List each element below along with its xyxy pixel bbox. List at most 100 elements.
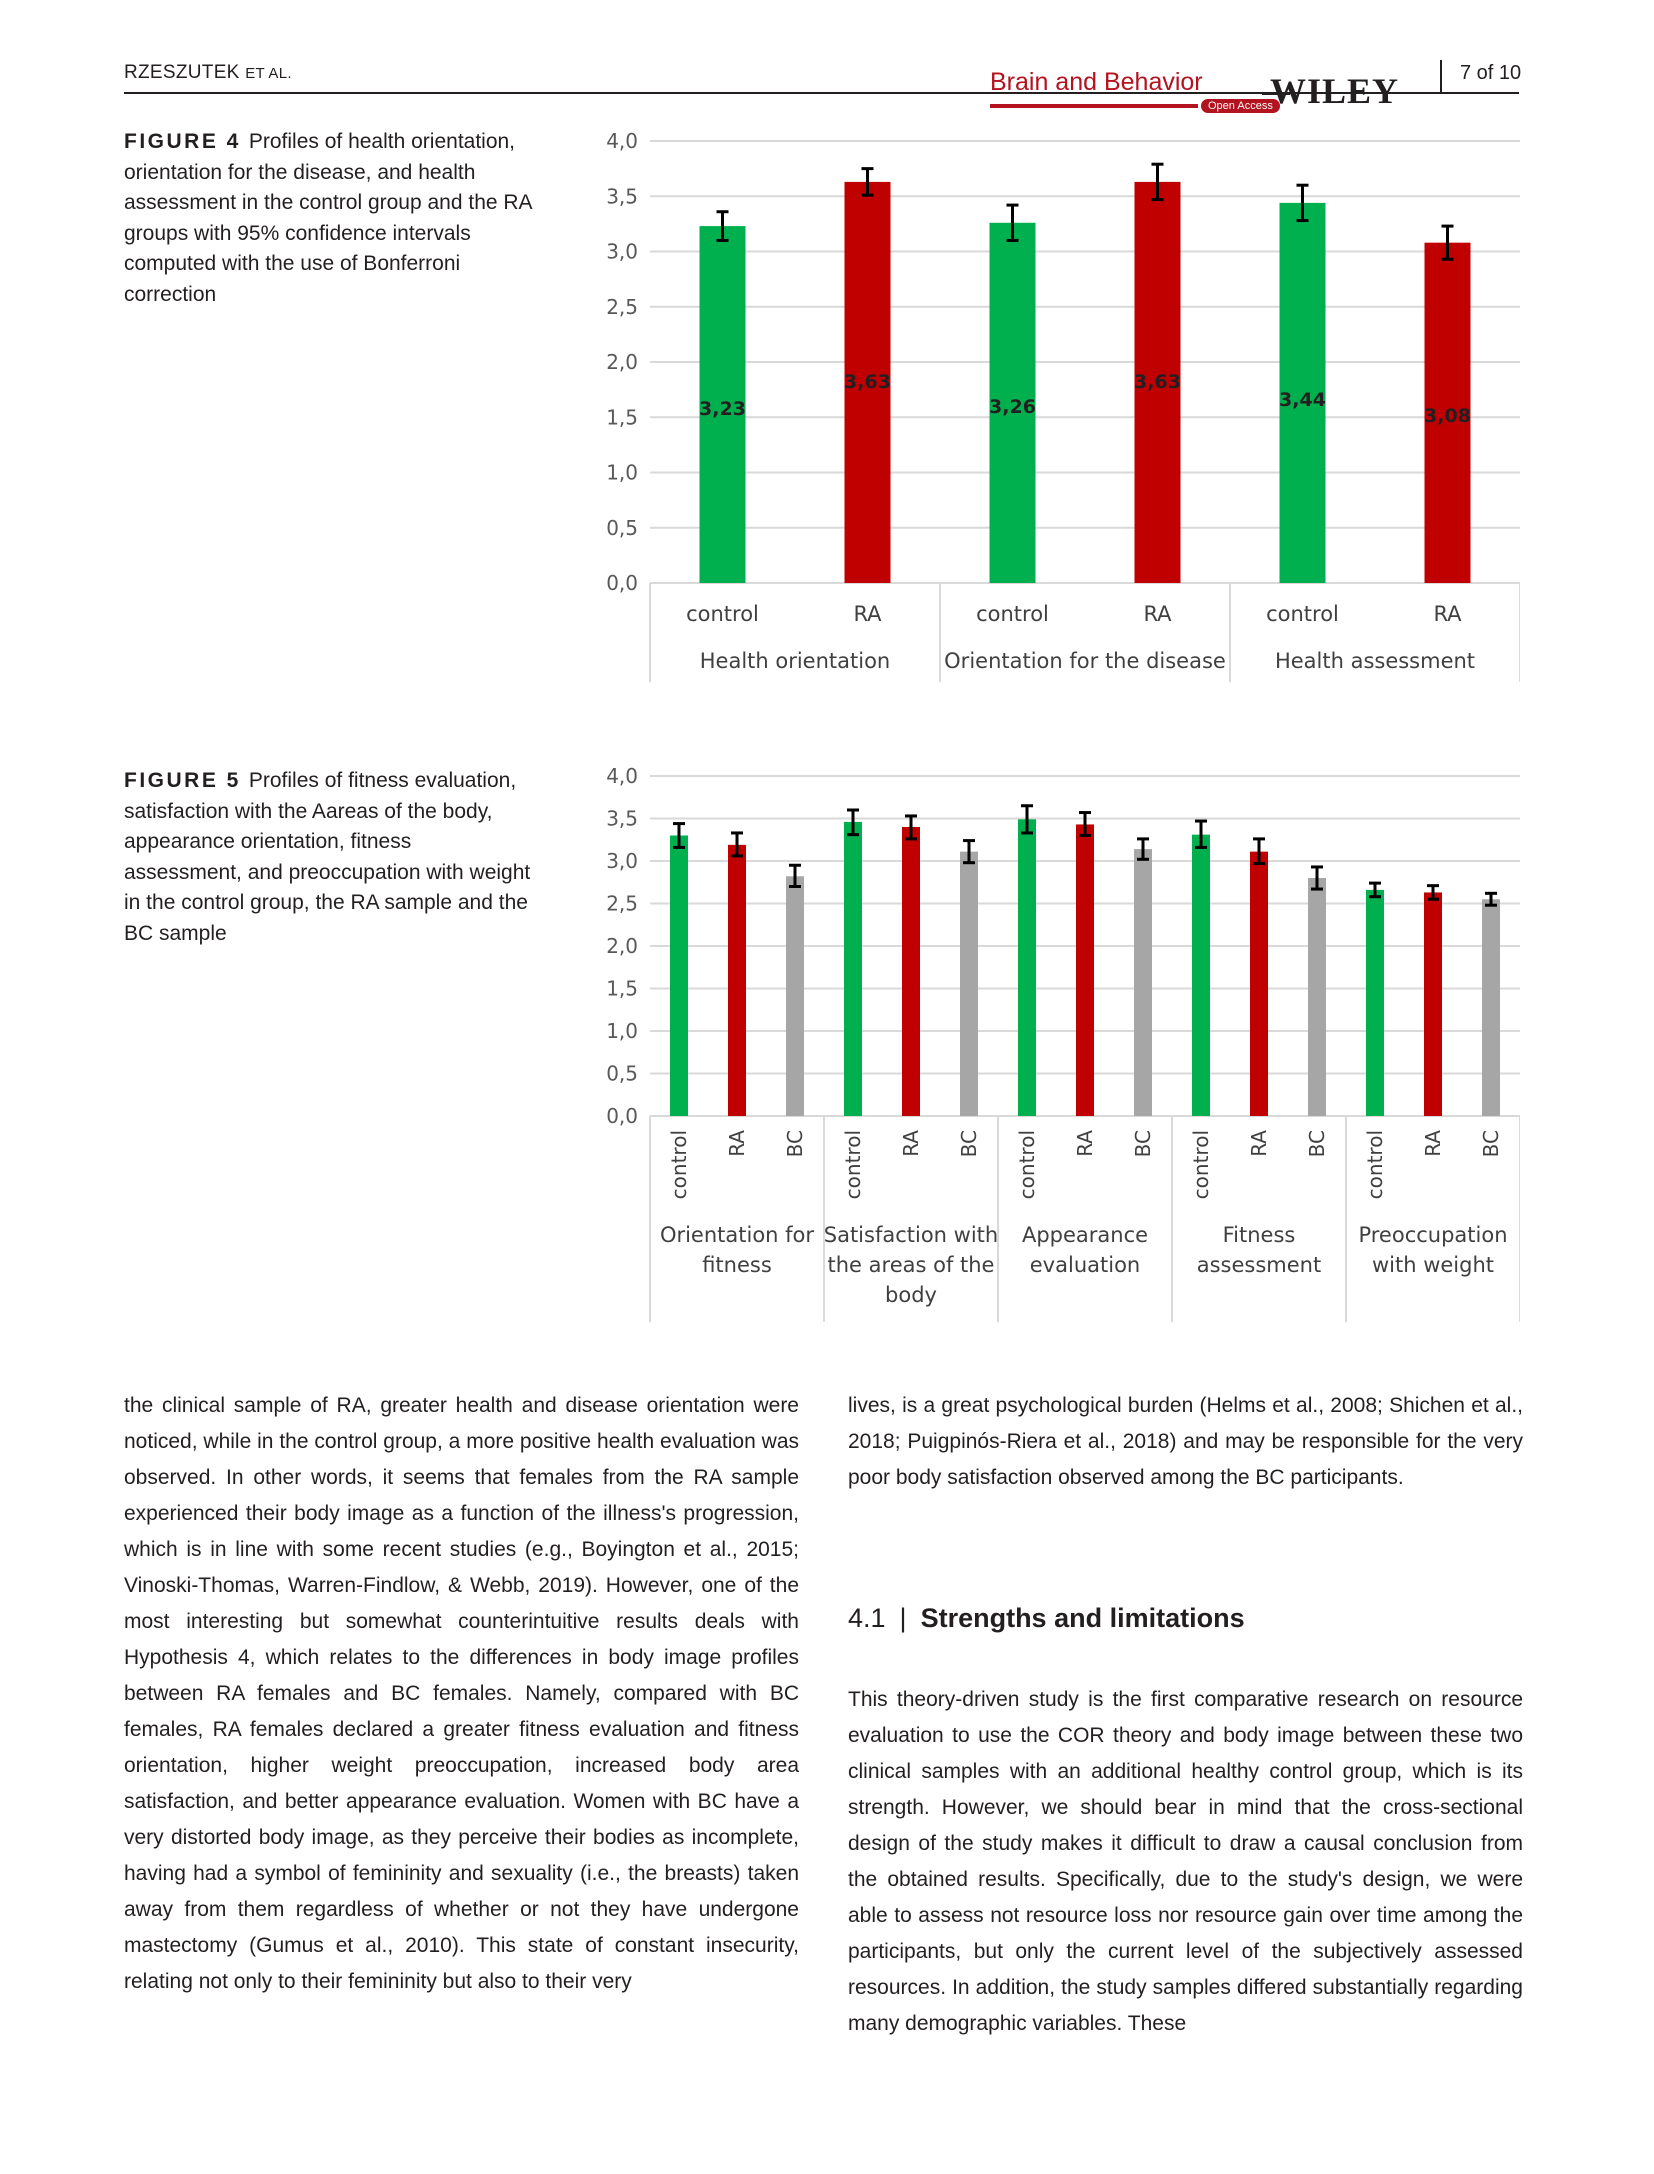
data-label: 3,63	[1134, 371, 1181, 393]
bar-bc	[960, 851, 978, 1116]
bar-ra	[1250, 851, 1268, 1116]
y-tick-label: 0,5	[606, 1062, 638, 1086]
group-label: Health orientation	[700, 649, 891, 673]
bar-ra	[1076, 824, 1094, 1116]
y-tick-label: 0,0	[606, 1104, 638, 1128]
bar-control	[1366, 889, 1384, 1116]
open-access-badge: Open Access	[1201, 99, 1280, 113]
category-label: BC	[957, 1130, 981, 1157]
category-label: BC	[783, 1130, 807, 1157]
figure-5-caption: FIGURE 5 Profiles of fitness evaluation, …	[124, 766, 534, 949]
bar-control	[844, 821, 862, 1116]
data-label: 3,26	[989, 396, 1036, 418]
category-label: control	[1015, 1130, 1039, 1199]
figure-4-chart: 0,0 0,5 1,0 1,5 2,0 2,5 3,0 3,5 4,0 3,23 control 3,…	[606, 129, 1520, 682]
y-tick-label: 1,0	[606, 1019, 638, 1043]
bar-ra	[844, 181, 891, 583]
bar-bc	[1482, 899, 1500, 1116]
y-tick-label: 2,0	[606, 350, 638, 374]
category-label: BC	[1479, 1130, 1503, 1157]
y-tick-label: 1,0	[606, 461, 638, 485]
y-tick-label: 4,0	[606, 129, 638, 153]
category-label: control	[1189, 1130, 1213, 1199]
y-tick-label: 0,5	[606, 516, 638, 540]
category-label: control	[976, 602, 1049, 626]
category-label: RA	[1421, 1130, 1445, 1157]
y-tick-label: 1,5	[606, 405, 638, 429]
category-label: control	[1266, 602, 1339, 626]
y-tick-label: 3,5	[606, 184, 638, 208]
y-tick-label: 0,0	[606, 571, 638, 595]
body-column-left: the clinical sample of RA, greater healt…	[124, 1388, 799, 2000]
page-number-divider	[1440, 60, 1442, 94]
data-label: 3,63	[844, 371, 891, 393]
category-label: RA	[1247, 1130, 1271, 1157]
y-tick-label: 2,5	[606, 295, 638, 319]
category-label: RA	[899, 1130, 923, 1157]
category-label: RA	[1433, 602, 1462, 626]
bar-control	[699, 226, 746, 583]
bar-control	[1018, 819, 1036, 1116]
group-label: Satisfaction with	[824, 1223, 998, 1247]
bar-ra	[1134, 181, 1181, 583]
figure-4-caption: FIGURE 4 Profiles of health orientation, …	[124, 127, 534, 310]
bar-ra	[728, 844, 746, 1116]
group-label: body	[885, 1283, 937, 1307]
group-label: evaluation	[1030, 1253, 1140, 1277]
y-tick-label: 2,0	[606, 934, 638, 958]
y-tick-label: 3,5	[606, 807, 638, 831]
y-tick-label: 3,0	[606, 240, 638, 264]
group-label: Preoccupation	[1358, 1223, 1507, 1247]
body-paragraph: the clinical sample of RA, greater healt…	[124, 1394, 799, 1993]
publisher-logo: WILEY	[1270, 71, 1400, 111]
category-label: control	[1363, 1130, 1387, 1199]
page-number: 7 of 10	[1460, 62, 1522, 84]
y-tick-label: 2,5	[606, 892, 638, 916]
figure-5-caption-text: Profiles of fitness evaluation, satisfac…	[124, 769, 531, 945]
bar-ra	[1424, 892, 1442, 1116]
category-label: control	[841, 1130, 865, 1199]
figure-4-label: FIGURE 4	[124, 130, 241, 153]
group-label: Health assessment	[1275, 649, 1475, 673]
bar-control	[670, 835, 688, 1116]
header-rule	[124, 92, 1519, 94]
category-label: RA	[853, 602, 882, 626]
group-label: with weight	[1372, 1253, 1494, 1277]
bar-bc	[786, 876, 804, 1116]
y-tick-label: 1,5	[606, 977, 638, 1001]
data-label: 3,08	[1424, 405, 1471, 427]
bar-control	[1192, 834, 1210, 1116]
category-label: BC	[1131, 1130, 1155, 1157]
body-column-right-bottom: This theory-driven study is the first co…	[848, 1682, 1523, 2042]
category-label: control	[686, 602, 759, 626]
section-heading: 4.1 | Strengths and limitations	[848, 1603, 1245, 1634]
bar-ra	[1424, 242, 1471, 583]
category-label: RA	[1073, 1130, 1097, 1157]
publisher-dash	[1262, 92, 1290, 95]
figure-4-caption-text: Profiles of health orientation, orientat…	[124, 130, 532, 306]
data-label: 3,44	[1279, 389, 1326, 411]
bar-ra	[902, 827, 920, 1116]
bar-control	[989, 222, 1036, 583]
group-label: fitness	[702, 1253, 772, 1277]
group-label: Appearance	[1022, 1223, 1148, 1247]
category-label: RA	[725, 1130, 749, 1157]
group-label: the areas of the	[828, 1253, 995, 1277]
group-label: assessment	[1197, 1253, 1321, 1277]
running-head-author: RZESZUTEK ET AL.	[124, 62, 292, 83]
figure-5-label: FIGURE 5	[124, 769, 241, 792]
journal-underline	[990, 104, 1198, 108]
body-column-right-top: lives, is a great psychological burden (…	[848, 1388, 1523, 1496]
category-label: control	[667, 1130, 691, 1199]
category-label: RA	[1143, 602, 1172, 626]
bar-control	[1279, 202, 1326, 583]
group-label: Fitness	[1223, 1223, 1296, 1247]
y-tick-label: 4,0	[606, 764, 638, 788]
category-label: BC	[1305, 1130, 1329, 1157]
body-paragraph: This theory-driven study is the first co…	[848, 1688, 1523, 2035]
journal-name: Brain and Behavior	[990, 68, 1203, 96]
section-title: Strengths and limitations	[920, 1603, 1245, 1633]
body-paragraph: lives, is a great psychological burden (…	[848, 1394, 1523, 1489]
group-label: Orientation for the disease	[944, 649, 1226, 673]
group-label: Orientation for	[660, 1223, 814, 1247]
